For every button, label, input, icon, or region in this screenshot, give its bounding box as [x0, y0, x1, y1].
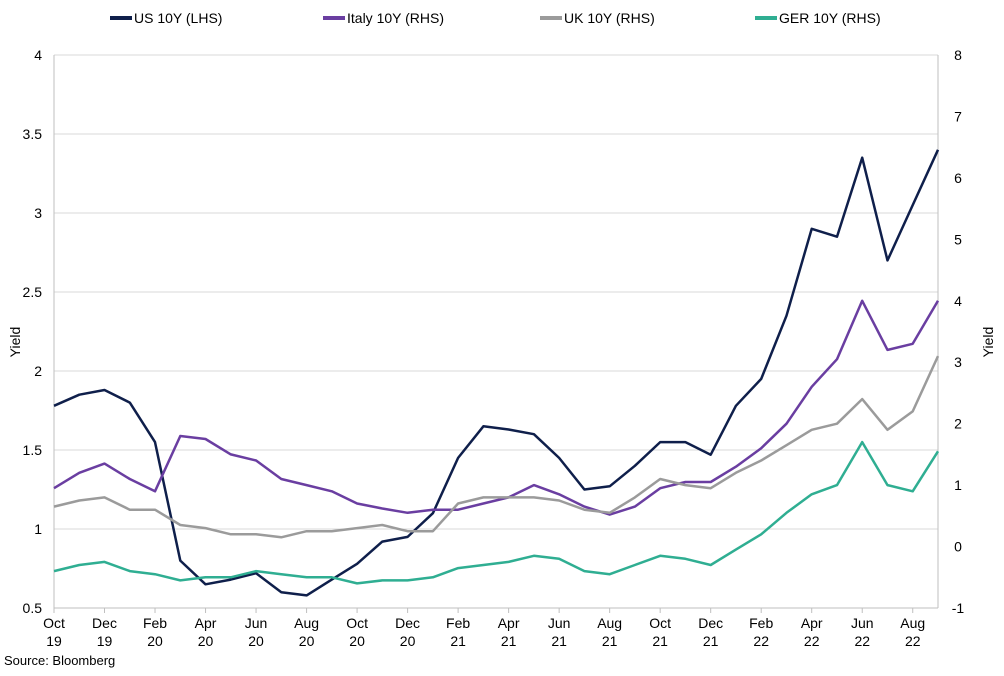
- y-tick-left: 3.5: [23, 126, 43, 142]
- legend-label: GER 10Y (RHS): [779, 10, 881, 26]
- x-tick-year: 21: [602, 633, 618, 649]
- y-tick-left: 0.5: [23, 600, 43, 616]
- x-tick-year: 21: [501, 633, 517, 649]
- x-tick-year: 20: [248, 633, 264, 649]
- legend-label: UK 10Y (RHS): [564, 10, 655, 26]
- y-tick-left: 1.5: [23, 442, 43, 458]
- x-tick-month: Dec: [698, 615, 723, 631]
- x-tick-month: Apr: [498, 615, 520, 631]
- y-tick-left: 3: [34, 205, 42, 221]
- x-tick-month: Aug: [597, 615, 622, 631]
- y-tick-left: 1: [34, 521, 42, 537]
- x-tick-year: 20: [400, 633, 416, 649]
- x-tick-year: 21: [551, 633, 567, 649]
- y-tick-left: 2.5: [23, 284, 43, 300]
- y-tick-right: 8: [954, 47, 962, 63]
- y-tick-right: -1: [952, 600, 965, 616]
- x-tick-year: 20: [147, 633, 163, 649]
- legend: US 10Y (LHS) Italy 10Y (RHS) UK 10Y (RHS) G…: [110, 10, 881, 26]
- y-tick-left: 4: [34, 47, 42, 63]
- y-tick-right: 6: [954, 170, 962, 186]
- source-note: Source: Bloomberg: [4, 653, 116, 668]
- x-tick-month: Feb: [143, 615, 167, 631]
- x-tick-year: 22: [804, 633, 820, 649]
- x-tick-year: 19: [97, 633, 113, 649]
- x-tick-month: Oct: [43, 615, 65, 631]
- series-line-1: [53, 299, 940, 516]
- series-line-2: [53, 355, 940, 539]
- x-tick-year: 21: [652, 633, 668, 649]
- x-tick-year: 19: [46, 633, 62, 649]
- legend-label: Italy 10Y (RHS): [347, 10, 444, 26]
- x-tick-month: Jun: [245, 615, 268, 631]
- x-tick-month: Feb: [446, 615, 470, 631]
- x-tick-month: Oct: [346, 615, 368, 631]
- y-axis-label-right: Yield: [980, 327, 996, 358]
- x-tick-year: 22: [753, 633, 769, 649]
- x-tick-month: Dec: [395, 615, 420, 631]
- y-tick-right: 2: [954, 416, 962, 432]
- x-tick-month: Feb: [749, 615, 773, 631]
- y-tick-right: 3: [954, 354, 962, 370]
- x-tick-month: Aug: [900, 615, 925, 631]
- series-line-3: [53, 440, 940, 585]
- x-tick-month: Dec: [92, 615, 117, 631]
- y-tick-right: 0: [954, 539, 962, 555]
- x-tick-month: Oct: [649, 615, 671, 631]
- series-line-0: [53, 149, 940, 597]
- axes: 0.5 1 1.5 2 2.5 3 3.5 4 -1 0 1 2 3 4 5 6 7 8 Oct 19 Dec 19 Feb…: [23, 47, 965, 649]
- x-tick-month: Apr: [801, 615, 823, 631]
- x-tick-month: Aug: [294, 615, 319, 631]
- y-tick-right: 4: [954, 293, 962, 309]
- gridlines: [54, 54, 938, 530]
- x-tick-year: 22: [905, 633, 921, 649]
- legend-label: US 10Y (LHS): [134, 10, 222, 26]
- x-tick-month: Jun: [548, 615, 571, 631]
- x-tick-month: Jun: [851, 615, 874, 631]
- x-tick-year: 20: [299, 633, 315, 649]
- x-tick-year: 20: [349, 633, 365, 649]
- x-tick-year: 20: [198, 633, 214, 649]
- x-tick-year: 21: [703, 633, 719, 649]
- y-tick-left: 2: [34, 363, 42, 379]
- x-tick-month: Apr: [195, 615, 217, 631]
- x-tick-year: 22: [854, 633, 870, 649]
- y-axis-label-left: Yield: [7, 327, 23, 358]
- y-tick-right: 5: [954, 231, 962, 247]
- y-tick-right: 1: [954, 477, 962, 493]
- y-tick-right: 7: [954, 108, 962, 124]
- series-lines: [53, 149, 940, 597]
- x-tick-year: 21: [450, 633, 466, 649]
